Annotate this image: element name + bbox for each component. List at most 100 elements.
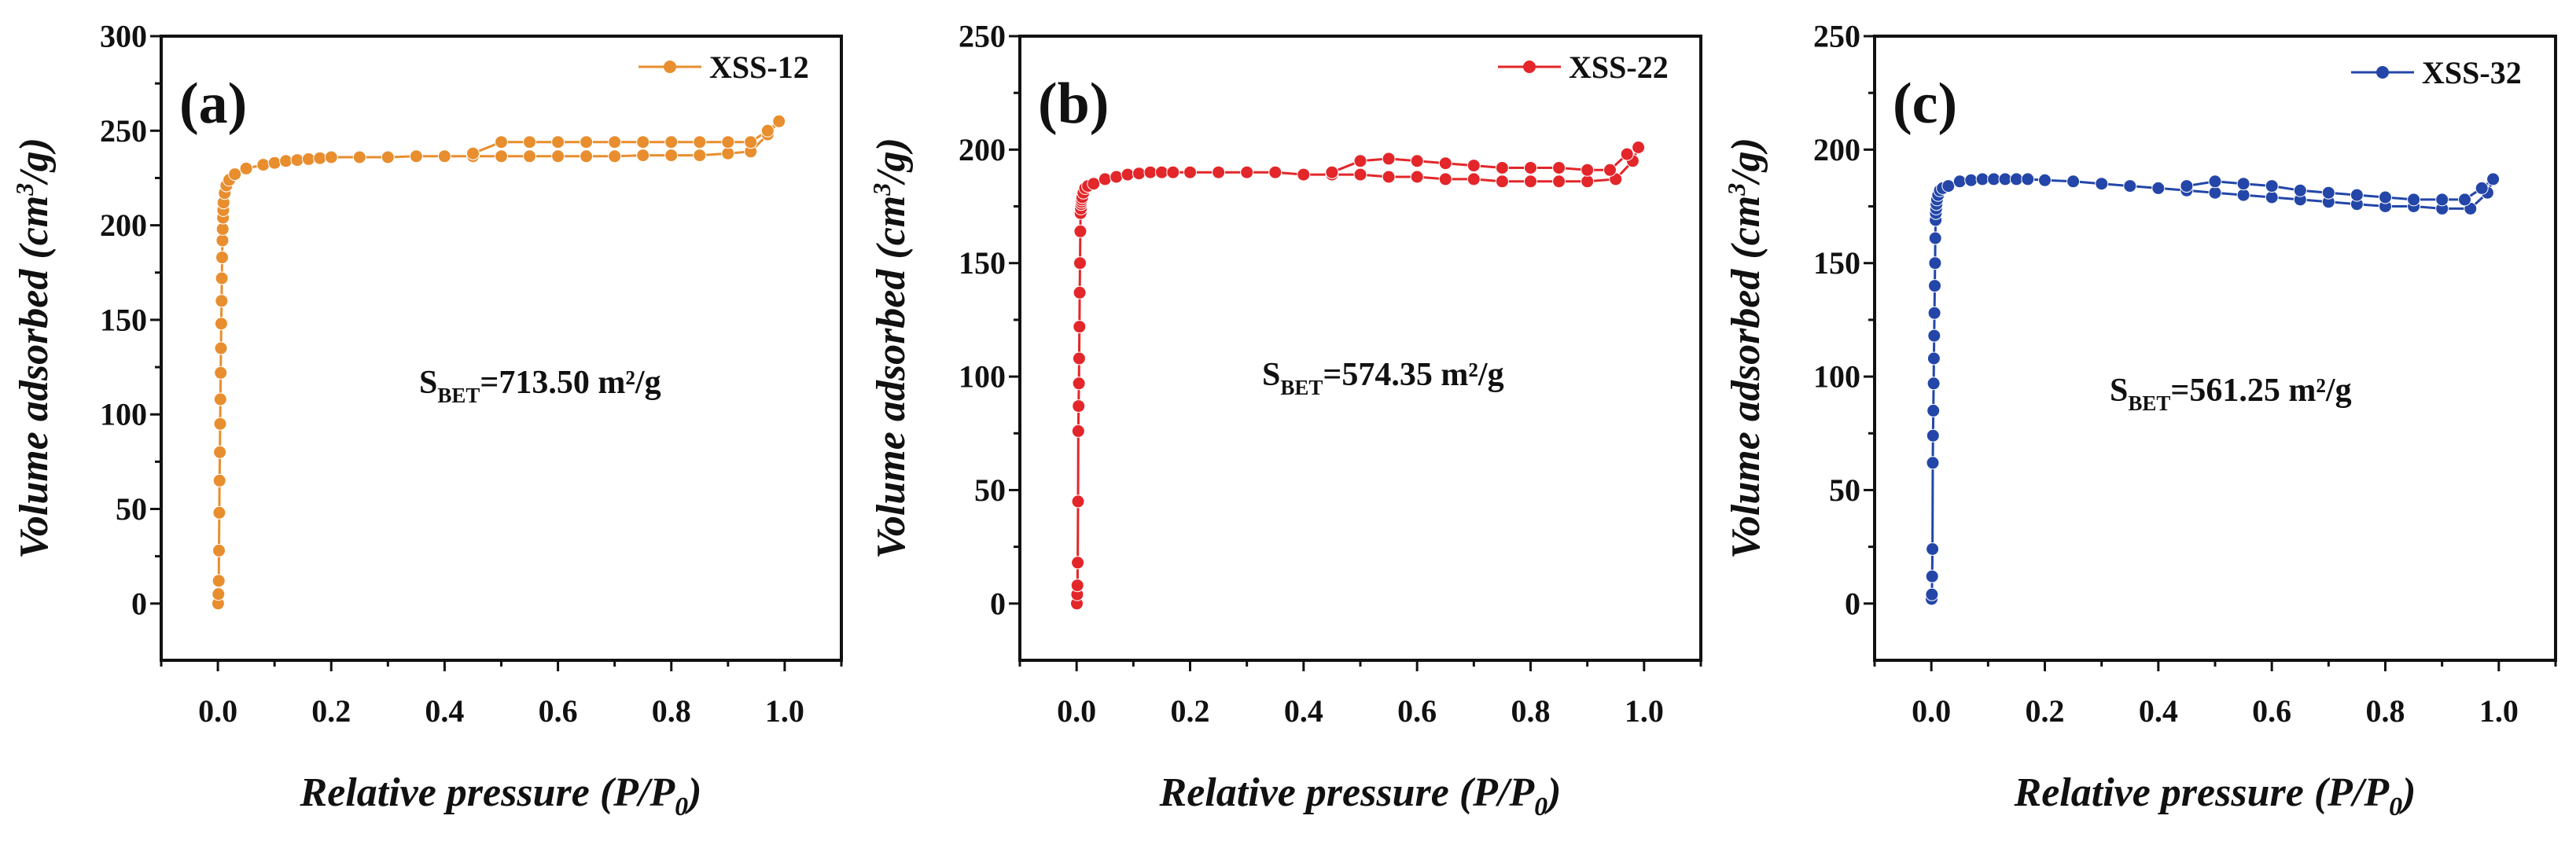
panel-b-data-point — [1071, 494, 1085, 509]
panel-a-data-point — [290, 153, 304, 167]
panel-b-data-point — [1073, 256, 1087, 270]
panel-b-data-point — [1212, 165, 1226, 179]
panel-a-data-point — [636, 149, 650, 163]
panel-a-data-point — [212, 574, 226, 588]
panel-a-data-point — [267, 156, 282, 170]
panel-a-data-point — [551, 149, 565, 163]
panel-a-data-point — [212, 543, 226, 557]
panel-a-data-point — [580, 135, 594, 149]
panel-c-data-point — [1952, 175, 1967, 189]
panel-b-data-point — [1495, 161, 1509, 175]
panel-a-data-point — [215, 294, 229, 308]
panel-a-data-point — [495, 135, 508, 149]
panel-c-data-point — [2151, 181, 2166, 195]
panel-a-data-point — [215, 271, 229, 285]
panel-a-data-point — [523, 135, 536, 149]
panel-a-series-line — [216, 119, 781, 604]
panel-c-data-point — [1964, 173, 1978, 187]
panel-a-ytick-5: 250 — [100, 113, 147, 149]
panel-b-data-point — [1121, 167, 1135, 182]
panel-b-xtick-4: 0.8 — [1511, 693, 1551, 729]
panel-b-ticks — [1009, 35, 1702, 671]
panel-c-ytick-1: 50 — [1829, 472, 1860, 508]
panel-c-data-point — [2486, 172, 2501, 186]
panel-c-data-point — [1987, 172, 2001, 186]
panel-a-xtick-1: 0.2 — [311, 693, 351, 729]
panel-c-ticks — [1864, 35, 2557, 671]
panel-b-data-point — [1581, 175, 1595, 189]
panel-c-data-point — [2265, 190, 2279, 204]
panel-c-data-point — [1926, 351, 1941, 366]
panel-a-data-point — [214, 366, 228, 380]
panel-a-data-point — [664, 149, 679, 163]
panel-b-xtick-0: 0.0 — [1057, 693, 1096, 729]
panel-a-legend-text: XSS-12 — [709, 50, 809, 85]
panel-c-data-point — [2208, 175, 2222, 189]
panel-a-data-point — [523, 149, 536, 163]
panel-b-ytick-2: 100 — [959, 359, 1006, 395]
panel-a-ytick-2: 100 — [100, 397, 147, 432]
panel-c-annotation: SBET=561.25 m²/g — [2110, 373, 2352, 415]
panel-b-data-point — [1632, 141, 1646, 154]
panel-b-data-point — [1495, 175, 1509, 189]
panel-a-data-point — [772, 114, 786, 128]
panel-b-data-point — [1410, 170, 1424, 184]
panel-c-ytick-3: 150 — [1813, 245, 1860, 281]
panel-b-ytick-5: 250 — [959, 19, 1006, 54]
panel-b-data-point — [1297, 167, 1311, 182]
panel-a-legend-marker — [664, 61, 676, 73]
panel-a-data-point — [721, 146, 735, 160]
panel-a-data-point — [437, 149, 451, 163]
panel-b-data-point — [1410, 154, 1424, 168]
panel-c-xtick-1: 0.2 — [2026, 693, 2065, 729]
panel-a-data-point — [212, 587, 226, 601]
panel-c-ytick-5: 250 — [1813, 19, 1860, 54]
panel-b-xtick-3: 0.6 — [1397, 693, 1437, 729]
panel-c-data-point — [1926, 377, 1941, 391]
panel-b-label: (b) — [1038, 72, 1109, 136]
panel-b-data-point — [1087, 177, 1101, 191]
panel-b-data-point — [1073, 320, 1087, 334]
panel-c-ylabel: Volume adsorbed (cm3/g) — [1722, 138, 1768, 559]
panel-c-marks — [1925, 172, 2501, 606]
panel-a-xlabel: Relative pressure (P/P0) — [300, 770, 702, 821]
panel-b-legend-text: XSS-22 — [1569, 50, 1669, 85]
panel-a-ytick-6: 300 — [100, 19, 147, 54]
panel-c-data-point — [2379, 190, 2392, 204]
panel-c-data-point — [1927, 306, 1941, 320]
panel-c-data-point — [2180, 179, 2194, 193]
panel-a-data-point — [214, 317, 228, 331]
panel-c-data-point — [2066, 175, 2081, 189]
panel-b-data-point — [1166, 165, 1180, 179]
panel-c-data-point — [2208, 186, 2222, 200]
panel-a-data-point — [760, 123, 775, 138]
panel-a-xtick-5: 1.0 — [765, 693, 804, 729]
panel-a-data-point — [228, 167, 242, 182]
panel-a-data-point — [352, 150, 366, 164]
panel-a-data-point — [213, 392, 227, 406]
panel-b-annotation: SBET=574.35 m²/g — [1262, 357, 1504, 399]
panel-b-data-point — [1072, 351, 1086, 366]
panel-b-xtick-2: 0.4 — [1284, 693, 1323, 729]
panel-a-data-point — [256, 158, 270, 172]
panel-b-ylabel: Volume adsorbed (cm3/g) — [867, 138, 914, 559]
panel-b-data-point — [1438, 156, 1452, 171]
panel-c-ytick-4: 200 — [1813, 132, 1860, 167]
panel-c-data-point — [1925, 569, 1939, 583]
panel-b-data-point — [1382, 170, 1396, 184]
panel-a-data-point — [215, 222, 230, 236]
panel-a-data-point — [608, 149, 622, 163]
panel-c-data-point — [1928, 279, 1941, 293]
panel-c-data-point — [1941, 179, 1956, 193]
panel-c-xtick-5: 1.0 — [2479, 693, 2519, 729]
panel-a-data-point — [279, 154, 293, 168]
panel-a-data-point — [495, 149, 508, 163]
panel-c-legend: XSS-32 — [2351, 55, 2522, 90]
panel-b-data-point — [1382, 152, 1396, 166]
panel-b-data-point — [1268, 165, 1282, 179]
panel-b-data-point — [1240, 165, 1254, 179]
panel-b-data-point — [1098, 172, 1112, 186]
panel-a-data-point — [636, 135, 650, 149]
panel-c-legend-text: XSS-32 — [2422, 55, 2522, 90]
